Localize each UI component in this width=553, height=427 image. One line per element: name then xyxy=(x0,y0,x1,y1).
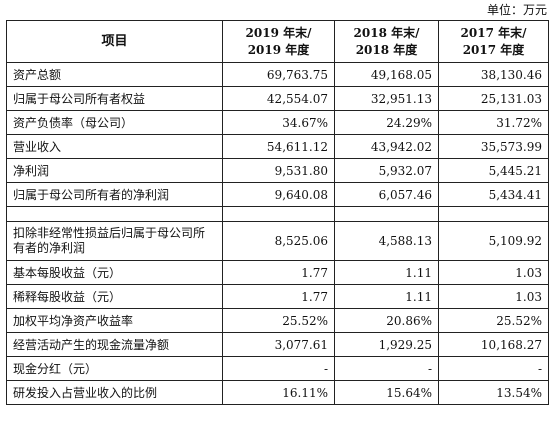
table-row: 稀释每股收益（元） 1.77 1.11 1.03 xyxy=(6,284,549,309)
cell-2018: 6,057.46 xyxy=(334,182,439,207)
cell-2018: 24.29% xyxy=(334,110,439,135)
cell-2017: 13.54% xyxy=(438,380,549,405)
table-row: 现金分红（元） - - - xyxy=(6,356,549,381)
header-item: 项目 xyxy=(6,20,223,63)
cell-2019: - xyxy=(222,356,335,381)
table-row: 加权平均净资产收益率 25.52% 20.86% 25.52% xyxy=(6,308,549,333)
cell-2018: 43,942.02 xyxy=(334,134,439,159)
cell-2017: 35,573.99 xyxy=(438,134,549,159)
header-2019: 2019 年末/ 2019 年度 xyxy=(222,20,335,63)
table-row: 净利润 9,531.80 5,932.07 5,445.21 xyxy=(6,158,549,183)
row-label: 扣除非经常性损益后归属于母公司所有者的净利润 xyxy=(6,221,223,261)
row-label: 营业收入 xyxy=(6,134,223,159)
cell-2017: 5,434.41 xyxy=(438,182,549,207)
table-row: 经营活动产生的现金流量净额 3,077.61 1,929.25 10,168.2… xyxy=(6,332,549,357)
cell-2019: 9,531.80 xyxy=(222,158,335,183)
header-2017-line1: 2017 年末/ xyxy=(460,25,527,40)
cell-2017: - xyxy=(438,356,549,381)
table-gap-row xyxy=(6,206,549,222)
cell-2017: 38,130.46 xyxy=(438,62,549,87)
cell-2017: 31.72% xyxy=(438,110,549,135)
cell-2019: 34.67% xyxy=(222,110,335,135)
empty-cell xyxy=(222,206,335,222)
cell-2018: 5,932.07 xyxy=(334,158,439,183)
row-label: 现金分红（元） xyxy=(6,356,223,381)
cell-2019: 9,640.08 xyxy=(222,182,335,207)
cell-2018: 49,168.05 xyxy=(334,62,439,87)
cell-2019: 42,554.07 xyxy=(222,86,335,111)
cell-2019: 25.52% xyxy=(222,308,335,333)
empty-cell xyxy=(6,206,223,222)
row-label: 加权平均净资产收益率 xyxy=(6,308,223,333)
cell-2019: 1.77 xyxy=(222,284,335,309)
cell-2017: 1.03 xyxy=(438,284,549,309)
table-row: 营业收入 54,611.12 43,942.02 35,573.99 xyxy=(6,134,549,159)
row-label: 稀释每股收益（元） xyxy=(6,284,223,309)
header-2017-line2: 2017 年度 xyxy=(462,42,525,57)
table-row: 基本每股收益（元） 1.77 1.11 1.03 xyxy=(6,260,549,285)
unit-note: 单位：万元 xyxy=(486,3,547,17)
cell-2018: 32,951.13 xyxy=(334,86,439,111)
header-2019-line1: 2019 年末/ xyxy=(245,25,312,40)
cell-2019: 54,611.12 xyxy=(222,134,335,159)
cell-2019: 16.11% xyxy=(222,380,335,405)
cell-2018: 4,588.13 xyxy=(334,221,439,261)
cell-2018: 15.64% xyxy=(334,380,439,405)
cell-2019: 69,763.75 xyxy=(222,62,335,87)
cell-2018: 1.11 xyxy=(334,260,439,285)
header-2018-line1: 2018 年末/ xyxy=(353,25,420,40)
header-2018-line2: 2018 年度 xyxy=(355,42,418,57)
cell-2017: 5,109.92 xyxy=(438,221,549,261)
cell-2019: 3,077.61 xyxy=(222,332,335,357)
cell-2017: 25,131.03 xyxy=(438,86,549,111)
cell-2018: 1.11 xyxy=(334,284,439,309)
row-label: 归属于母公司所有者权益 xyxy=(6,86,223,111)
row-label: 研发投入占营业收入的比例 xyxy=(6,380,223,405)
row-label: 归属于母公司所有者的净利润 xyxy=(6,182,223,207)
cell-2018: - xyxy=(334,356,439,381)
table-row: 归属于母公司所有者权益 42,554.07 32,951.13 25,131.0… xyxy=(6,86,549,111)
header-2018: 2018 年末/ 2018 年度 xyxy=(334,20,439,63)
row-label: 基本每股收益（元） xyxy=(6,260,223,285)
cell-2017: 10,168.27 xyxy=(438,332,549,357)
header-2017: 2017 年末/ 2017 年度 xyxy=(438,20,549,63)
row-label: 净利润 xyxy=(6,158,223,183)
cell-2018: 1,929.25 xyxy=(334,332,439,357)
financial-summary-table: 项目 2019 年末/ 2019 年度 2018 年末/ 2018 年度 201… xyxy=(6,20,549,405)
cell-2018: 20.86% xyxy=(334,308,439,333)
cell-2017: 1.03 xyxy=(438,260,549,285)
cell-2019: 1.77 xyxy=(222,260,335,285)
table-header-row: 项目 2019 年末/ 2019 年度 2018 年末/ 2018 年度 201… xyxy=(6,20,549,63)
table-row: 扣除非经常性损益后归属于母公司所有者的净利润 8,525.06 4,588.13… xyxy=(6,221,549,261)
table-row: 资产负债率（母公司） 34.67% 24.29% 31.72% xyxy=(6,110,549,135)
table-row: 资产总额 69,763.75 49,168.05 38,130.46 xyxy=(6,62,549,87)
header-2019-line2: 2019 年度 xyxy=(247,42,310,57)
row-label: 资产负债率（母公司） xyxy=(6,110,223,135)
empty-cell xyxy=(334,206,439,222)
cell-2019: 8,525.06 xyxy=(222,221,335,261)
row-label: 资产总额 xyxy=(6,62,223,87)
row-label: 经营活动产生的现金流量净额 xyxy=(6,332,223,357)
cell-2017: 5,445.21 xyxy=(438,158,549,183)
table-row: 研发投入占营业收入的比例 16.11% 15.64% 13.54% xyxy=(6,380,549,405)
table-row: 归属于母公司所有者的净利润 9,640.08 6,057.46 5,434.41 xyxy=(6,182,549,207)
cell-2017: 25.52% xyxy=(438,308,549,333)
empty-cell xyxy=(438,206,549,222)
